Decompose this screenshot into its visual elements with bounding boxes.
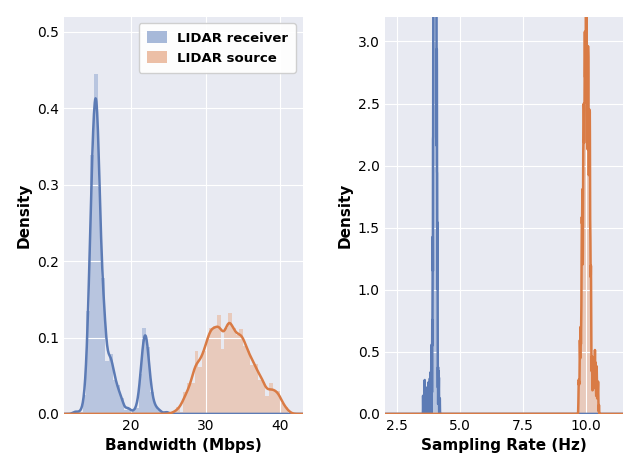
- Bar: [139, 374, 142, 414]
- Bar: [581, 298, 582, 414]
- Bar: [266, 396, 269, 414]
- Bar: [79, 413, 83, 414]
- Bar: [584, 52, 586, 414]
- Bar: [258, 380, 262, 414]
- Bar: [596, 384, 598, 414]
- Bar: [429, 403, 430, 414]
- Bar: [434, 0, 435, 414]
- Bar: [236, 335, 239, 414]
- Bar: [209, 328, 213, 414]
- Bar: [243, 345, 247, 414]
- Bar: [250, 365, 254, 414]
- Bar: [232, 328, 236, 414]
- Bar: [113, 380, 116, 414]
- Bar: [435, 0, 436, 414]
- Bar: [280, 403, 284, 414]
- Bar: [191, 384, 195, 414]
- Bar: [439, 407, 440, 414]
- Bar: [101, 278, 105, 414]
- Bar: [430, 399, 431, 414]
- Bar: [262, 382, 266, 414]
- Bar: [202, 351, 205, 414]
- Bar: [228, 313, 232, 414]
- Bar: [135, 408, 139, 414]
- Bar: [217, 315, 221, 414]
- Bar: [594, 380, 595, 414]
- Bar: [154, 405, 157, 414]
- Bar: [276, 391, 280, 414]
- Bar: [157, 410, 161, 414]
- Legend: LIDAR receiver, LIDAR source: LIDAR receiver, LIDAR source: [139, 23, 296, 72]
- Bar: [120, 398, 124, 414]
- Bar: [76, 411, 79, 414]
- X-axis label: Bandwidth (Mbps): Bandwidth (Mbps): [105, 439, 262, 454]
- Bar: [90, 156, 94, 414]
- Bar: [582, 198, 584, 414]
- Bar: [432, 277, 433, 414]
- Bar: [127, 408, 131, 414]
- Bar: [424, 399, 425, 414]
- Bar: [225, 328, 228, 414]
- Bar: [591, 362, 592, 414]
- Bar: [142, 328, 146, 414]
- Bar: [213, 326, 217, 414]
- Bar: [184, 392, 187, 414]
- Bar: [221, 349, 225, 414]
- Bar: [198, 367, 202, 414]
- Bar: [98, 187, 101, 414]
- Bar: [239, 329, 243, 414]
- X-axis label: Sampling Rate (Hz): Sampling Rate (Hz): [421, 439, 587, 454]
- Bar: [83, 395, 86, 414]
- Bar: [124, 410, 127, 414]
- Bar: [94, 74, 98, 414]
- Bar: [284, 407, 288, 414]
- Bar: [595, 362, 596, 414]
- Bar: [269, 384, 273, 414]
- Y-axis label: Density: Density: [337, 183, 353, 248]
- Bar: [431, 369, 432, 414]
- Bar: [586, 75, 587, 414]
- Bar: [433, 0, 434, 414]
- Bar: [437, 296, 438, 414]
- Bar: [588, 94, 589, 414]
- Bar: [579, 362, 580, 414]
- Bar: [164, 411, 168, 414]
- Bar: [105, 361, 109, 414]
- Bar: [180, 412, 184, 414]
- Bar: [254, 364, 258, 414]
- Bar: [589, 183, 591, 414]
- Bar: [438, 384, 439, 414]
- Bar: [116, 385, 120, 414]
- Bar: [273, 391, 276, 414]
- Bar: [131, 411, 135, 414]
- Bar: [150, 392, 154, 414]
- Bar: [580, 347, 581, 414]
- Bar: [187, 384, 191, 414]
- Bar: [422, 410, 423, 414]
- Bar: [86, 311, 90, 414]
- Bar: [146, 347, 150, 414]
- Bar: [109, 354, 113, 414]
- Bar: [72, 413, 76, 414]
- Bar: [205, 337, 209, 414]
- Bar: [428, 392, 429, 414]
- Y-axis label: Density: Density: [17, 183, 31, 248]
- Bar: [587, 108, 588, 414]
- Bar: [593, 380, 594, 414]
- Bar: [176, 407, 180, 414]
- Bar: [195, 351, 198, 414]
- Bar: [598, 410, 599, 414]
- Bar: [436, 70, 437, 414]
- Bar: [592, 388, 593, 414]
- Bar: [172, 412, 176, 414]
- Bar: [247, 351, 250, 414]
